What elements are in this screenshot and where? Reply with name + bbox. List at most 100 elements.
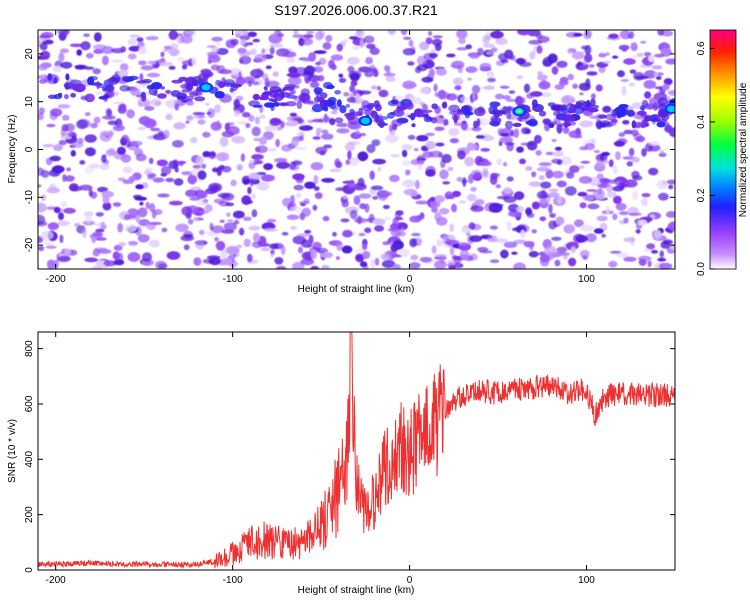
band-blob [570, 121, 576, 126]
noise-blob [557, 197, 562, 204]
noise-blob [535, 150, 542, 156]
noise-blob [192, 216, 198, 222]
band-blob [105, 84, 114, 91]
noise-blob [618, 132, 626, 137]
noise-blob [231, 135, 246, 144]
noise-blob [563, 224, 575, 234]
band-blob [328, 101, 337, 109]
noise-blob [593, 149, 601, 154]
noise-blob [144, 167, 154, 171]
noise-blob [63, 207, 76, 214]
noise-blob [95, 228, 105, 233]
noise-blob [113, 259, 125, 266]
noise-blob [165, 113, 173, 121]
noise-blob [569, 165, 580, 173]
noise-blob [38, 64, 48, 71]
noise-blob [451, 190, 462, 198]
band-blob [188, 91, 199, 97]
noise-blob [137, 126, 146, 131]
band-blob [319, 92, 328, 99]
noise-blob [344, 142, 356, 152]
noise-blob [301, 38, 314, 46]
noise-blob [82, 220, 96, 226]
noise-blob [588, 176, 602, 187]
noise-blob [156, 159, 169, 167]
noise-blob [348, 70, 362, 80]
noise-blob [456, 47, 468, 51]
noise-blob [335, 187, 346, 192]
noise-blob [126, 109, 135, 119]
colorbar [709, 29, 737, 270]
colorbar-label: Normalized spectral amplitude [738, 82, 749, 217]
band-blob [631, 120, 637, 129]
noise-blob [474, 199, 485, 206]
noise-blob [369, 47, 380, 55]
band-blob [160, 86, 166, 90]
noise-blob [506, 221, 512, 231]
noise-blob [92, 265, 102, 269]
noise-blob [523, 83, 531, 93]
band-blob [490, 110, 497, 114]
noise-blob [39, 42, 48, 51]
noise-blob [163, 48, 170, 53]
noise-blob [363, 35, 375, 44]
noise-blob [561, 155, 572, 166]
noise-blob [294, 146, 309, 151]
noise-blob [587, 203, 600, 210]
noise-blob [230, 179, 237, 187]
noise-blob [321, 129, 329, 134]
band-blob [618, 104, 629, 109]
noise-blob [529, 91, 543, 97]
band-blob [157, 93, 167, 99]
noise-blob [505, 98, 519, 102]
noise-blob [609, 250, 622, 254]
band-blob [373, 117, 383, 124]
noise-blob [341, 245, 353, 254]
noise-blob [240, 153, 246, 162]
band-blob [334, 117, 344, 124]
noise-blob [316, 131, 321, 137]
band-blob [590, 98, 596, 107]
noise-blob [309, 81, 320, 88]
noise-blob [385, 134, 399, 144]
noise-blob [286, 57, 296, 63]
noise-blob [517, 30, 531, 36]
noise-blob [152, 133, 167, 141]
noise-blob [419, 256, 432, 263]
noise-blob [382, 204, 390, 210]
noise-blob [601, 151, 610, 157]
noise-blob [446, 93, 458, 101]
noise-blob [243, 43, 248, 48]
noise-blob [328, 59, 335, 69]
noise-blob [193, 257, 202, 266]
band-blob [53, 93, 63, 100]
noise-blob [97, 186, 109, 193]
band-blob [396, 109, 402, 114]
noise-blob [304, 100, 314, 104]
noise-blob [528, 39, 543, 45]
x-tick-label: -100 [223, 274, 243, 285]
noise-blob [84, 112, 91, 117]
noise-blob [612, 213, 618, 221]
noise-blob [173, 122, 186, 130]
band-blob [640, 122, 646, 129]
y-tick-label: 200 [24, 506, 35, 523]
band-blob [443, 119, 449, 126]
band-blob [185, 95, 195, 101]
noise-blob [494, 93, 504, 100]
colorbar-tick-label: 0.4 [696, 115, 707, 129]
noise-blob [502, 95, 512, 100]
noise-blob [402, 80, 416, 90]
noise-blob [130, 87, 141, 96]
noise-blob [612, 165, 618, 175]
noise-blob [430, 196, 436, 202]
noise-blob [349, 85, 356, 93]
noise-blob [428, 150, 443, 158]
noise-blob [537, 74, 548, 81]
noise-blob [400, 30, 408, 36]
x-tick-label: 100 [578, 274, 595, 285]
band-blob [73, 83, 86, 93]
y-tick-label: 10 [24, 96, 35, 108]
noise-blob [118, 103, 127, 112]
noise-blob [199, 229, 205, 236]
